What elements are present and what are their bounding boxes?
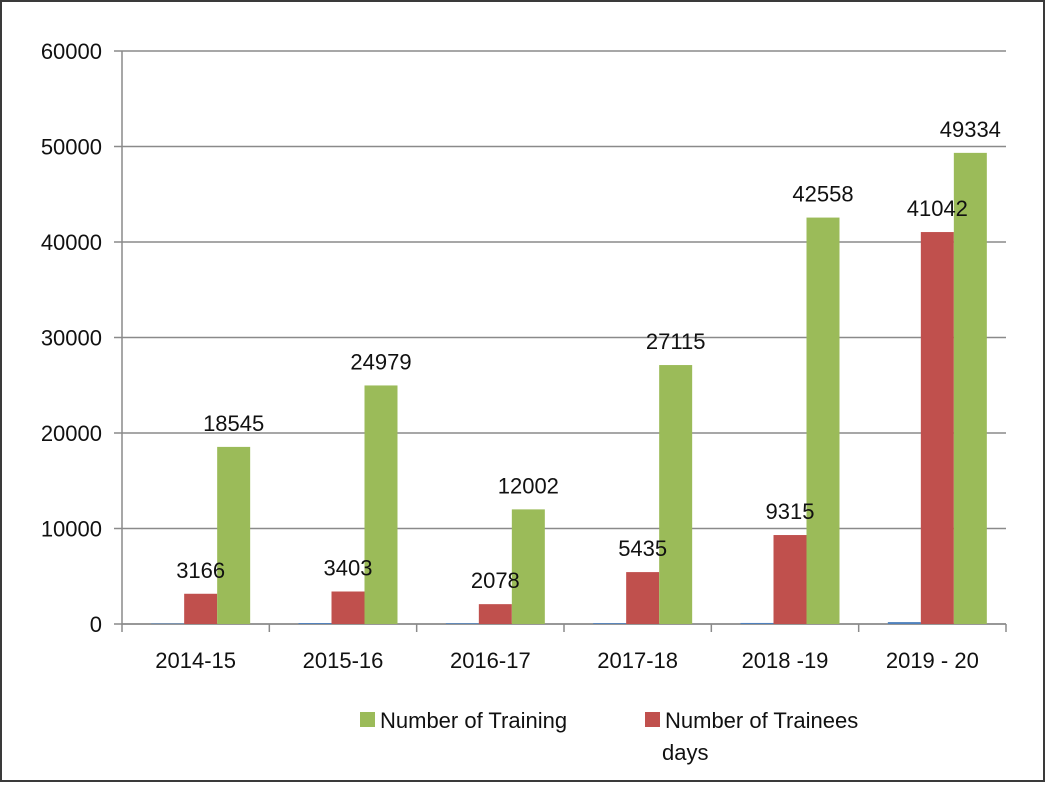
y-tick-label: 40000 [41,230,102,255]
legend-label: Number of Training [380,708,567,733]
data-label: 27115 [646,329,706,354]
y-tick-label: 10000 [41,517,102,542]
legend-label-line: days [662,740,708,765]
x-tick-label: 2018 -19 [742,648,829,673]
bar-series-0-0 [151,623,185,625]
bar-series-0-4 [740,622,774,624]
bar-series-0-3 [593,623,627,624]
data-label: 41042 [907,196,968,221]
bar-number-of-trainees-days-4 [773,535,807,624]
y-tick-label: 60000 [41,39,102,64]
bar-number-of-training-5 [953,152,987,625]
y-tick-label: 20000 [41,421,102,446]
x-tick-label: 2016-17 [450,648,531,673]
bar-number-of-trainees-days-1 [331,591,365,624]
legend: Number of Training Number of Trainees days [360,708,858,765]
x-axis: 2014-15 2015-16 2016-17 2017-18 2018 -19 2019… [121,623,1007,673]
legend-swatch [645,712,660,727]
data-label: 3403 [324,556,373,581]
x-tick-label: 2015-16 [303,648,384,673]
y-tick-label: 0 [90,612,102,637]
gridlines [114,50,1006,625]
bar-number-of-training-1 [364,385,398,624]
data-label: 3166 [176,558,225,583]
data-labels: 3166 3403 2078 5435 9315 41042 18545 24979 12002… [176,117,1001,593]
bar-number-of-training-4 [806,217,840,624]
legend-label: Number of Trainees days [662,708,858,765]
data-label: 12002 [498,473,559,498]
data-label: 18545 [203,411,264,436]
bar-series-0-1 [298,623,332,624]
bar-series-0-5 [887,622,921,624]
bar-number-of-trainees-days-3 [626,572,660,624]
legend-label-line: Number of Trainees [665,708,858,733]
bar-number-of-trainees-days-2 [478,604,512,624]
x-tick-label: 2017-18 [597,648,678,673]
bar-number-of-training-2 [511,509,545,624]
data-label: 42558 [792,182,853,207]
data-label: 9315 [766,499,815,524]
bar-number-of-training-0 [217,446,251,624]
y-tick-label: 50000 [41,135,102,160]
legend-swatch [360,712,375,727]
bars [151,152,987,625]
data-label: 5435 [618,536,667,561]
data-label: 49334 [940,117,1001,142]
data-label: 24979 [350,349,411,374]
data-label: 2078 [471,568,520,593]
y-tick-label: 30000 [41,326,102,351]
bar-series-0-2 [445,623,479,624]
y-axis: 0 10000 20000 30000 40000 50000 60000 [41,39,123,637]
bar-number-of-training-3 [659,365,693,624]
bar-number-of-trainees-days-5 [920,232,954,625]
bar-number-of-trainees-days-0 [184,593,218,624]
x-tick-label: 2014-15 [155,648,236,673]
x-tick-label: 2019 - 20 [886,648,979,673]
